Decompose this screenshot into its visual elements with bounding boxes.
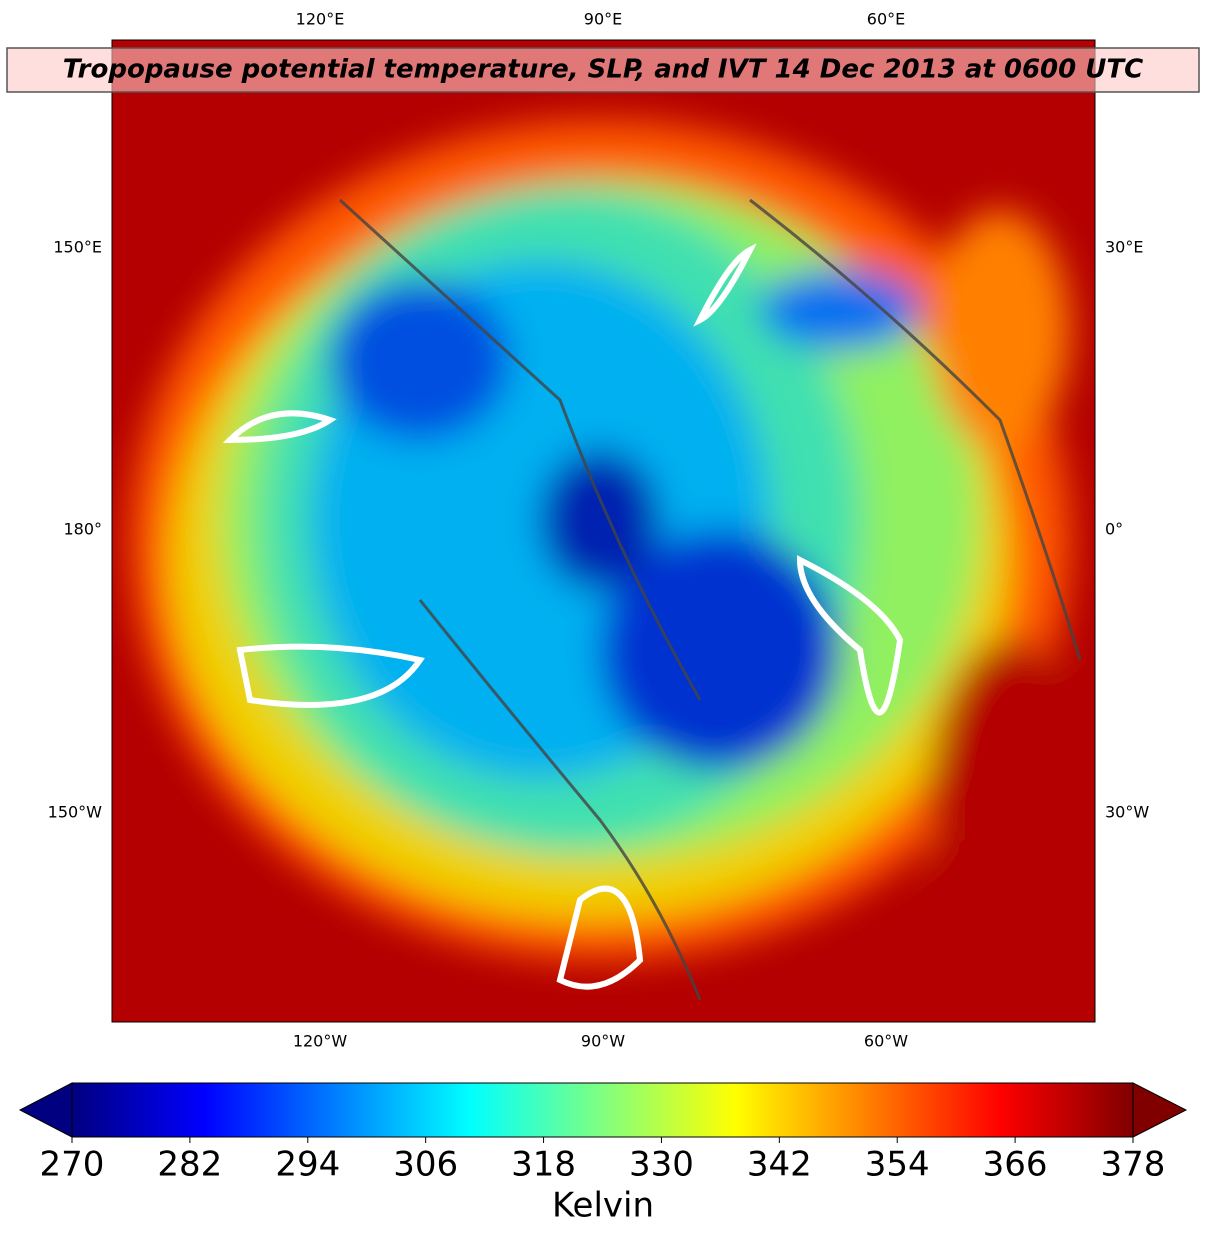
longitude-label: 180° [63,520,102,539]
colorbar-tick-label: 378 [1101,1145,1166,1185]
colorbar-tick-label: 342 [747,1145,812,1185]
longitude-label: 150°E [53,238,102,257]
colorbar-tick-label: 318 [511,1145,576,1185]
title-box [6,47,1200,93]
colorbar-body [72,1083,1133,1137]
longitude-label: 150°W [48,803,103,822]
colorbar-tick-label: 354 [865,1145,930,1185]
colorbar-tick-label: 270 [40,1145,105,1185]
longitude-label: 120°W [293,1032,348,1051]
longitude-label: 30°W [1105,803,1149,822]
colorbar-tick-label: 294 [275,1145,340,1185]
longitude-label: 60°E [867,10,905,29]
longitude-label: 90°W [581,1032,625,1051]
longitude-label: 30°E [1105,238,1143,257]
colorbar-tick-label: 330 [629,1145,694,1185]
colorbar-tick-label: 306 [393,1145,458,1185]
longitude-label: 120°E [296,10,345,29]
longitude-label: 60°W [864,1032,908,1051]
map [112,40,1095,1022]
colorbar-extend-max [1132,1082,1188,1138]
colorbar-tick-label: 366 [983,1145,1048,1185]
colorbar-tick-label: 282 [157,1145,222,1185]
colorbar-frame [71,1082,1134,1138]
colorbar: 270 282 294 306 318 330 342 354 366 378 [18,1082,1188,1185]
map-frame [111,39,1096,1023]
colorbar-extend-min [18,1082,73,1138]
longitude-label: 90°E [584,10,622,29]
title: Tropopause potential temperature, SLP, a… [63,55,1143,85]
colorbar-label: Kelvin [552,1186,654,1226]
longitude-label: 0° [1105,520,1123,539]
